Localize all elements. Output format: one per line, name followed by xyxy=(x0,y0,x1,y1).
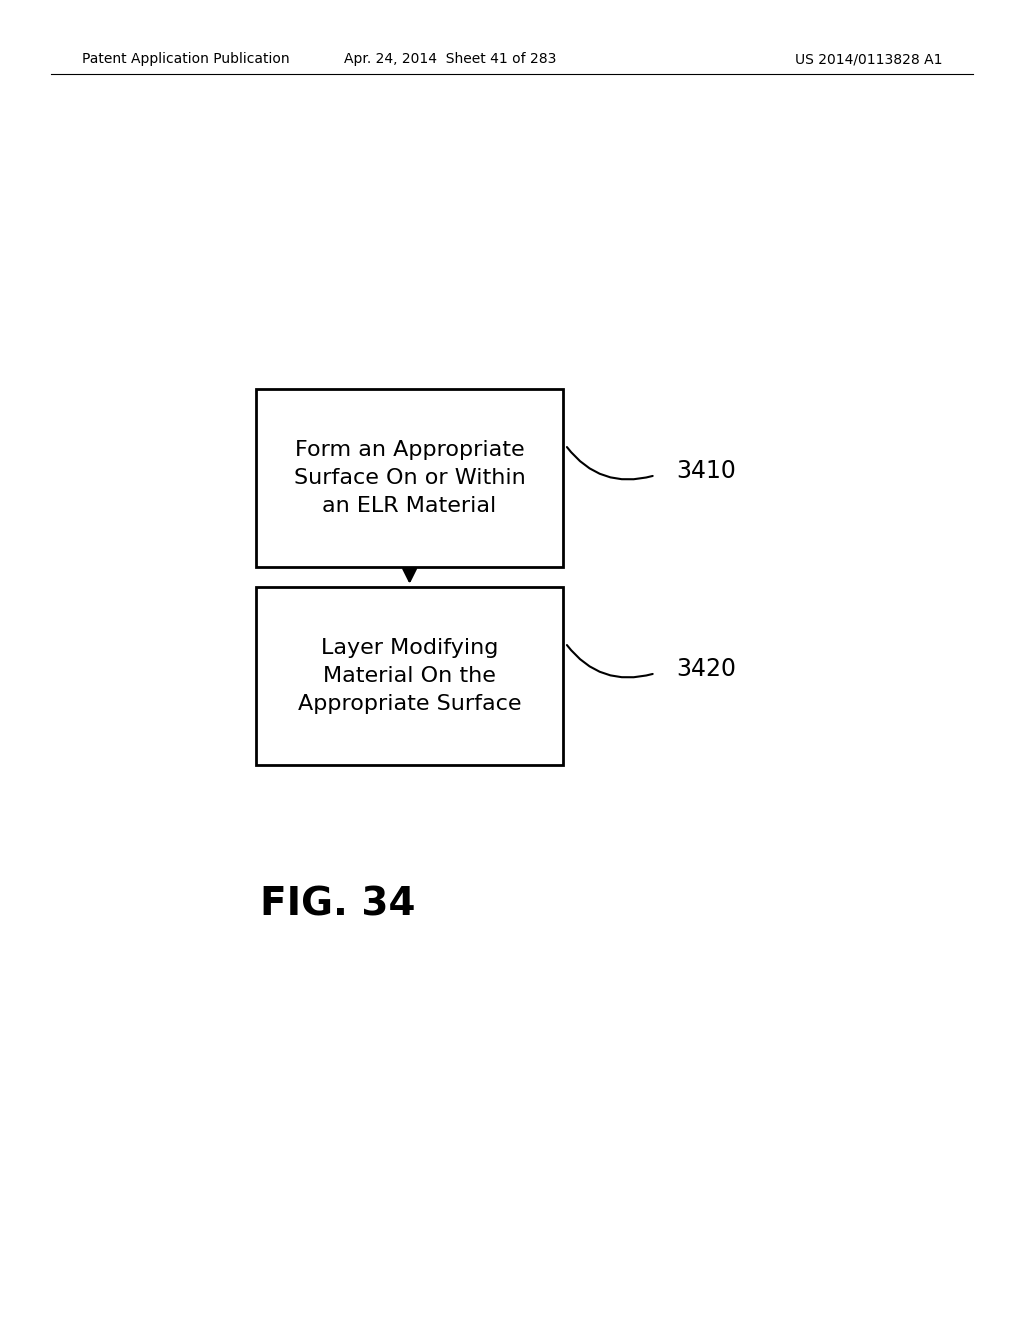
Text: US 2014/0113828 A1: US 2014/0113828 A1 xyxy=(795,53,942,66)
Text: 3410: 3410 xyxy=(676,459,735,483)
Text: Form an Appropriate
Surface On or Within
an ELR Material: Form an Appropriate Surface On or Within… xyxy=(294,440,525,516)
Text: Layer Modifying
Material On the
Appropriate Surface: Layer Modifying Material On the Appropri… xyxy=(298,638,521,714)
Bar xyxy=(256,586,563,766)
Text: FIG. 34: FIG. 34 xyxy=(260,886,416,923)
Text: Apr. 24, 2014  Sheet 41 of 283: Apr. 24, 2014 Sheet 41 of 283 xyxy=(344,53,557,66)
Text: Patent Application Publication: Patent Application Publication xyxy=(82,53,290,66)
Bar xyxy=(256,388,563,568)
Text: 3420: 3420 xyxy=(676,657,736,681)
